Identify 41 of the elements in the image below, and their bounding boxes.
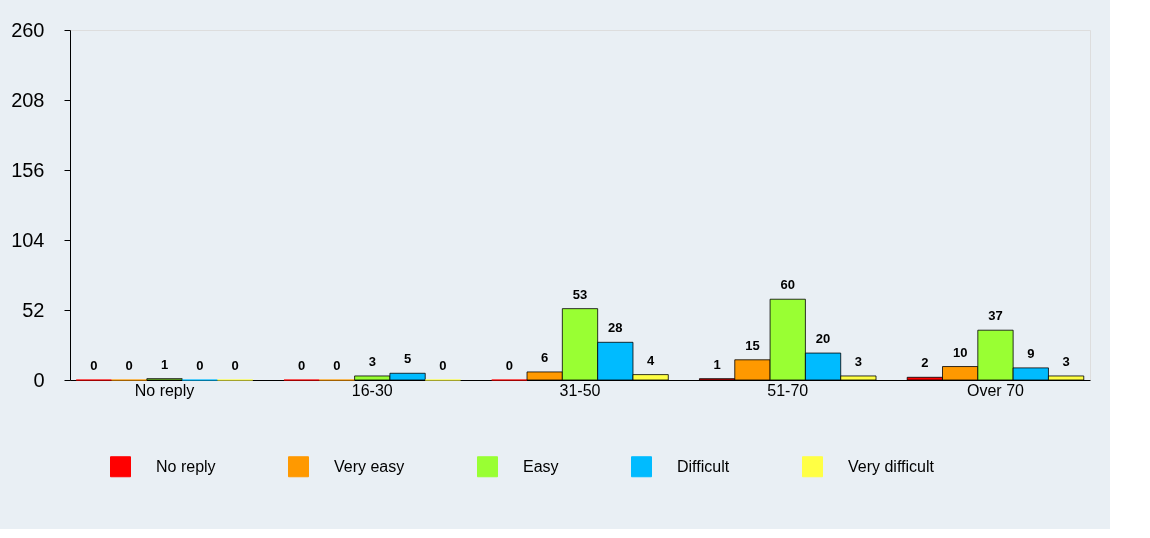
y-tick-label: 156 (11, 158, 45, 181)
y-tick-label: 104 (11, 228, 45, 251)
data-label: 3 (1062, 353, 1070, 369)
legend-label: Easy (523, 457, 559, 475)
data-label: 0 (439, 358, 447, 373)
data-label: 15 (745, 337, 760, 353)
data-label: 6 (541, 349, 549, 365)
data-label: 20 (815, 331, 831, 347)
data-label: 0 (231, 358, 239, 373)
data-label: 10 (952, 344, 968, 360)
data-label: 4 (647, 352, 656, 368)
x-tick-label: Over 70 (967, 381, 1025, 399)
data-label: 1 (160, 356, 169, 372)
legend-label: Very difficult (848, 457, 935, 475)
data-label: 0 (125, 358, 133, 373)
x-tick-label: 51-70 (767, 381, 809, 399)
data-label: 1 (713, 356, 721, 372)
y-tick-label: 52 (22, 298, 45, 321)
data-label: 2 (921, 355, 929, 371)
legend-label: Difficult (677, 457, 730, 475)
x-tick-label: 16-30 (351, 381, 393, 399)
data-label: 0 (90, 358, 98, 373)
data-label: 0 (505, 358, 513, 373)
data-label: 3 (854, 353, 862, 369)
legend-label: No reply (156, 457, 216, 475)
x-tick-label: 31-50 (559, 381, 601, 399)
data-label: 0 (196, 358, 204, 373)
data-label: 9 (1027, 345, 1035, 361)
legend-label: Very easy (334, 457, 405, 475)
data-label: 37 (988, 308, 1003, 324)
data-label: 28 (608, 320, 623, 336)
x-tick-label: No reply (134, 381, 195, 399)
data-label: 0 (298, 358, 306, 373)
data-label: 3 (368, 353, 376, 369)
y-tick-label: 0 (33, 368, 45, 391)
data-label: 60 (780, 277, 795, 293)
data-label: 0 (333, 358, 341, 373)
y-tick-label: 208 (11, 88, 45, 111)
y-tick-label: 260 (11, 18, 45, 41)
data-label: 5 (403, 351, 412, 367)
data-label: 53 (572, 286, 588, 302)
